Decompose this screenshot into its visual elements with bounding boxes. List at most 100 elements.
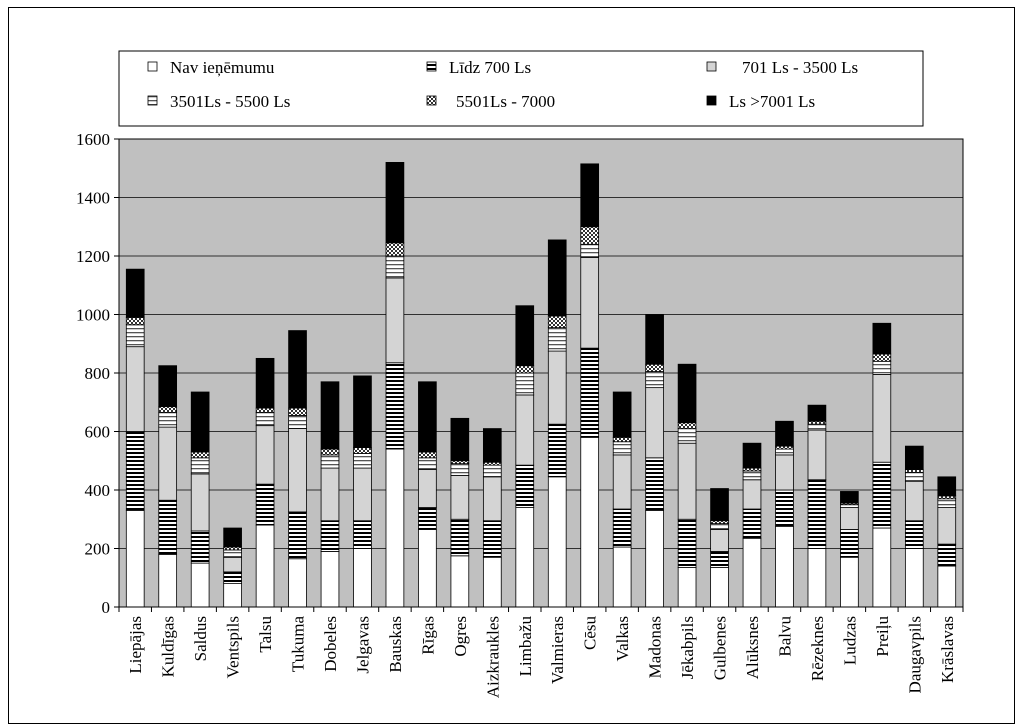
bar-segment [742, 467, 762, 472]
bar-stack [677, 363, 697, 608]
y-tick-label: 1000 [76, 306, 110, 325]
bar-segment [255, 524, 275, 608]
bar-segment [580, 436, 600, 608]
bar-segment [418, 381, 437, 453]
x-axis: Liepājas Kuldīgas Saldus Ventspils Talsu Tuku… [118, 606, 964, 698]
bar-segment [385, 242, 405, 257]
bar-segment [904, 445, 924, 470]
bar-segment [742, 479, 762, 510]
bar-segment [612, 508, 632, 548]
legend-label: Nav ieņēmumu [170, 58, 275, 77]
bar-segment [385, 161, 405, 244]
legend-label: 701 Ls - 3500 Ls [742, 58, 858, 77]
bar-stack [840, 491, 859, 608]
bar-segment [515, 305, 535, 367]
bar-segment [515, 464, 535, 508]
bar-segment [775, 420, 794, 447]
bar-stack [645, 314, 664, 608]
bar-segment [190, 457, 210, 475]
bar-segment [418, 457, 437, 470]
bar-segment [612, 436, 632, 443]
bar-segment [482, 464, 502, 478]
legend-label: 3501Ls - 5500 Ls [170, 92, 290, 111]
bar-segment [125, 324, 145, 348]
bar-segment [288, 407, 307, 416]
bar-stack [937, 476, 957, 608]
bar-segment [742, 508, 762, 539]
bar-stack [482, 428, 502, 608]
bar-segment [320, 381, 340, 450]
bar-stack [450, 417, 470, 608]
bar-segment [385, 362, 405, 450]
bar-stack [158, 365, 178, 608]
y-tick-label: 1200 [76, 247, 110, 266]
bar-segment [450, 555, 470, 608]
bar-segment [223, 546, 242, 551]
bar-segment [677, 422, 697, 429]
bar-segment [450, 463, 470, 476]
x-tick-label: Daugavpils [905, 616, 924, 693]
legend-swatch [147, 95, 158, 106]
x-tick-label: Cēsu [581, 616, 600, 651]
bar-segment [840, 504, 859, 508]
bar-segment [158, 499, 178, 555]
bar-segment [645, 510, 664, 608]
bar-segment [904, 520, 924, 549]
bar-segment [840, 491, 859, 504]
bar-segment [937, 565, 957, 608]
x-tick-label: Valmieras [548, 616, 567, 684]
bar-segment [710, 551, 729, 568]
x-tick-label: Alūksnes [743, 616, 762, 679]
bar-segment [158, 412, 178, 428]
bar-segment [547, 476, 567, 608]
legend-item-over-7001: Ls >7001 Ls [706, 92, 815, 111]
legend-item-lidz-700: Līdz 700 Ls [426, 58, 531, 77]
bar-segment [742, 537, 762, 608]
bar-stack [353, 375, 372, 608]
bar-stack [320, 381, 340, 608]
bar-stack [710, 488, 729, 608]
bar-segment [775, 489, 794, 527]
x-tick-label: Talsu [256, 616, 275, 653]
x-tick-label: Jēkabpils [678, 616, 697, 679]
bar-segment [677, 363, 697, 424]
x-tick-label: Bauskas [386, 616, 405, 673]
x-tick-label: Limbažu [516, 616, 535, 677]
bar-segment [645, 457, 664, 511]
bar-segment [223, 549, 242, 558]
x-tick-label: Rīgas [418, 616, 437, 655]
bar-segment [320, 454, 340, 469]
bar-segment [937, 498, 957, 508]
bar-segment [840, 556, 859, 608]
bar-segment [515, 507, 535, 608]
bar-segment [904, 548, 924, 608]
legend-swatch [706, 61, 717, 72]
bar-segment [904, 480, 924, 522]
bar-stack [125, 268, 145, 608]
x-tick-label: Aizkraukles [483, 616, 502, 698]
y-tick-label: 1600 [76, 130, 110, 149]
bar-segment [288, 558, 307, 608]
bar-stack [190, 391, 210, 608]
bar-segment [190, 473, 210, 532]
bar-segment [677, 442, 697, 520]
y-tick-label: 400 [85, 481, 111, 500]
x-tick-label: Kuldīgas [159, 616, 178, 677]
bar-segment [775, 454, 794, 491]
bar-segment [580, 347, 600, 438]
x-tick-label: Ludzas [840, 616, 859, 665]
bar-segment [320, 448, 340, 456]
legend-item-3501-5500: 3501Ls - 5500 Ls [147, 92, 290, 111]
bar-segment [742, 442, 762, 469]
bar-segment [775, 445, 794, 450]
bar-segment [872, 360, 892, 375]
x-tick-label: Rēzeknes [808, 616, 827, 681]
x-tick-label: Valkas [613, 616, 632, 661]
x-tick-label: Madonas [646, 616, 665, 678]
y-tick-label: 800 [85, 364, 111, 383]
bar-segment [547, 423, 567, 478]
bar-segment [353, 375, 372, 448]
bar-stack [775, 420, 794, 608]
bar-segment [775, 526, 794, 608]
bar-segment [677, 567, 697, 608]
